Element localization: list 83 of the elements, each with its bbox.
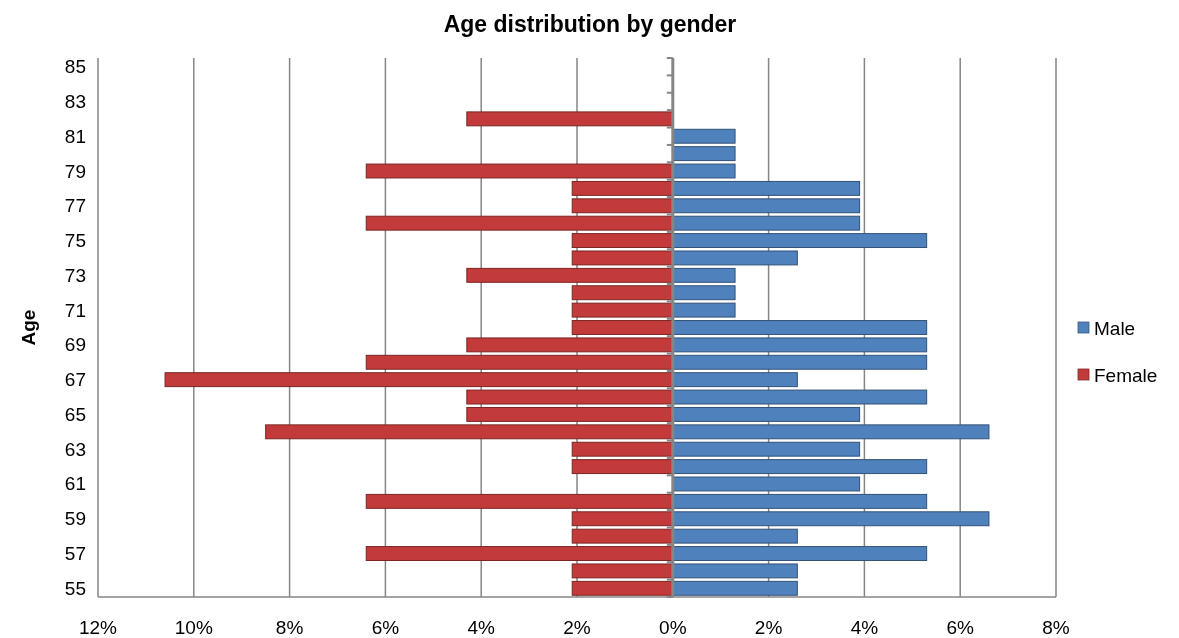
bar bbox=[672, 389, 928, 405]
bar bbox=[571, 528, 674, 544]
bar bbox=[672, 493, 928, 509]
bar bbox=[466, 267, 674, 283]
x-tick-label: 8% bbox=[1042, 617, 1070, 638]
y-tick-label: 63 bbox=[64, 438, 86, 460]
bar bbox=[365, 354, 674, 370]
bar bbox=[672, 563, 798, 579]
bar bbox=[466, 111, 674, 127]
x-tick-label: 4% bbox=[467, 617, 496, 638]
y-tick-label: 85 bbox=[64, 56, 86, 78]
bar bbox=[672, 302, 736, 318]
bar bbox=[672, 406, 861, 422]
bar bbox=[466, 406, 674, 422]
x-tick-label: 2% bbox=[754, 617, 783, 638]
bar bbox=[672, 424, 990, 440]
bar bbox=[571, 441, 674, 457]
bar bbox=[672, 233, 928, 249]
bar bbox=[571, 302, 674, 318]
y-tick-label: 61 bbox=[64, 473, 86, 495]
legend-label: Male bbox=[1094, 317, 1136, 339]
bar bbox=[672, 250, 798, 266]
bar bbox=[672, 580, 798, 596]
x-tick-label: 12% bbox=[78, 617, 118, 638]
bar bbox=[672, 180, 861, 196]
bar bbox=[672, 215, 861, 231]
bar bbox=[571, 580, 674, 596]
bar bbox=[672, 441, 861, 457]
y-tick-label: 79 bbox=[64, 160, 86, 182]
x-tick-label: 10% bbox=[174, 617, 213, 638]
y-tick-label: 75 bbox=[64, 230, 86, 252]
bar bbox=[571, 285, 674, 301]
bar bbox=[466, 337, 674, 353]
bar bbox=[365, 546, 674, 561]
y-tick-label: 59 bbox=[64, 508, 86, 530]
bar bbox=[571, 198, 674, 214]
bar bbox=[672, 146, 736, 162]
bar bbox=[672, 163, 736, 179]
chart-title: Age distribution by gender bbox=[443, 11, 737, 37]
bar bbox=[672, 128, 736, 144]
x-tick-label: 8% bbox=[275, 617, 304, 638]
bar bbox=[672, 476, 861, 492]
x-tick-label: 0% bbox=[659, 617, 687, 638]
y-tick-label: 83 bbox=[64, 90, 86, 112]
y-tick-label: 55 bbox=[64, 577, 86, 599]
y-tick-label: 73 bbox=[64, 264, 86, 286]
bar bbox=[265, 424, 674, 440]
bar bbox=[365, 163, 674, 179]
x-tick-label: 6% bbox=[371, 617, 400, 638]
bar bbox=[571, 180, 674, 196]
bar bbox=[672, 546, 928, 561]
bar bbox=[571, 250, 674, 266]
y-tick-label: 71 bbox=[64, 299, 86, 321]
x-tick-label: 6% bbox=[946, 617, 975, 638]
bar bbox=[672, 285, 736, 301]
y-tick-label: 81 bbox=[64, 125, 86, 147]
bar bbox=[164, 372, 674, 388]
bar bbox=[571, 233, 674, 249]
bar bbox=[672, 511, 990, 527]
bar bbox=[466, 389, 674, 405]
y-tick-label: 69 bbox=[64, 334, 86, 356]
bar bbox=[672, 528, 798, 544]
bar bbox=[672, 459, 928, 475]
bar bbox=[571, 459, 674, 475]
y-tick-label: 67 bbox=[64, 369, 86, 391]
legend-label: Female bbox=[1094, 364, 1158, 386]
bar bbox=[365, 215, 674, 231]
bar bbox=[365, 493, 674, 509]
y-axis-title: Age bbox=[17, 309, 39, 346]
bar bbox=[571, 563, 674, 579]
bar bbox=[672, 337, 928, 353]
x-tick-label: 2% bbox=[563, 617, 591, 638]
y-tick-label: 65 bbox=[64, 403, 86, 425]
x-tick-label: 4% bbox=[850, 617, 879, 638]
bar bbox=[571, 511, 674, 527]
bar bbox=[672, 372, 798, 388]
y-tick-label: 57 bbox=[64, 543, 86, 565]
bar bbox=[672, 320, 928, 335]
bar bbox=[571, 320, 674, 335]
bar bbox=[672, 267, 736, 283]
bar bbox=[672, 354, 928, 370]
y-tick-label: 77 bbox=[64, 195, 86, 217]
bar bbox=[672, 198, 861, 214]
